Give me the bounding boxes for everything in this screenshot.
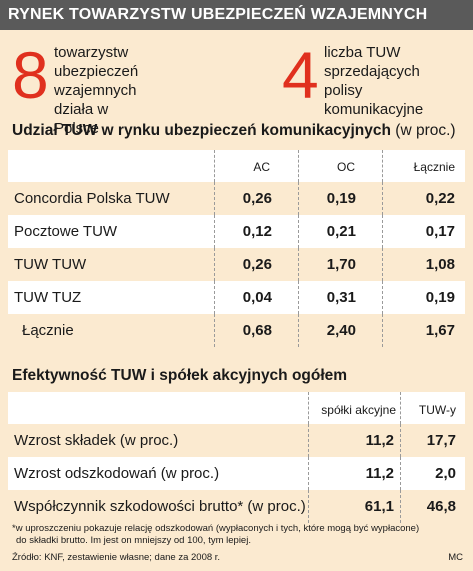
row-label: Concordia Polska TUW — [14, 190, 170, 207]
cell-value: 1,70 — [326, 256, 356, 273]
table-row: TUW TUZ 0,04 0,31 0,19 — [8, 281, 465, 314]
cell-value: 0,26 — [242, 190, 272, 207]
cell-value: 0,21 — [326, 223, 356, 240]
cell-value: 1,67 — [425, 322, 455, 339]
stat-description: towarzystw ubezpieczeń wzajemnych działa… — [54, 44, 139, 137]
stat-description: liczba TUW sprzedających polisy komunika… — [324, 44, 424, 118]
cell-value: 2,0 — [435, 465, 456, 482]
cell-value: 61,1 — [364, 498, 394, 515]
cell-value: 0,31 — [326, 289, 356, 306]
cell-value: 0,19 — [326, 190, 356, 207]
cell-value: 0,68 — [242, 322, 272, 339]
row-label: TUW TUZ — [14, 289, 82, 306]
table-row: Concordia Polska TUW 0,26 0,19 0,22 — [8, 182, 465, 215]
cell-value: 0,22 — [425, 190, 455, 207]
footnote: *w uproszczeniu pokazuje relację odszkod… — [12, 523, 420, 546]
row-label: Pocztowe TUW — [14, 223, 118, 240]
cell-value: 0,12 — [242, 223, 272, 240]
column-header-ac: AC — [253, 160, 270, 174]
row-label: Wzrost składek (w proc.) — [14, 432, 179, 449]
table1-title: Udział TUW w rynku ubezpieczeń komunikac… — [12, 122, 456, 139]
table2-header: spółki akcyjne TUW-y — [8, 392, 465, 424]
column-header-oc: OC — [337, 160, 355, 174]
stat-number: 8 — [12, 38, 49, 112]
cell-value: 11,2 — [365, 465, 394, 482]
cell-value: 0,04 — [242, 289, 272, 306]
column-header-joint-stock: spółki akcyjne — [321, 403, 396, 417]
column-header-tuw: TUW-y — [418, 403, 456, 417]
table-row: TUW TUW 0,26 1,70 1,08 — [8, 248, 465, 281]
page-title: RYNEK TOWARZYSTW UBEZPIECZEŃ WZAJEMNYCH — [8, 6, 428, 23]
table-row: Wzrost składek (w proc.) 11,2 17,7 — [8, 424, 465, 457]
title-bar: RYNEK TOWARZYSTW UBEZPIECZEŃ WZAJEMNYCH — [0, 0, 473, 30]
row-label: Współczynnik szkodowości brutto* (w proc… — [14, 498, 306, 515]
row-label: Łącznie — [22, 322, 74, 339]
cell-value: 11,2 — [365, 432, 394, 449]
cell-value: 0,17 — [425, 223, 455, 240]
table-row-total: Łącznie 0,68 2,40 1,67 — [8, 314, 465, 347]
table2-title: Efektywność TUW i spółek akcyjnych ogółe… — [12, 367, 348, 384]
author-credit: MC — [448, 552, 463, 563]
cell-value: 1,08 — [425, 256, 455, 273]
cell-value: 46,8 — [426, 498, 456, 515]
cell-value: 2,40 — [326, 322, 356, 339]
cell-value: 0,19 — [425, 289, 455, 306]
table-row: Wzrost odszkodowań (w proc.) 11,2 2,0 — [8, 457, 465, 490]
cell-value: 0,26 — [242, 256, 272, 273]
row-label: TUW TUW — [14, 256, 87, 273]
table-row: Współczynnik szkodowości brutto* (w proc… — [8, 490, 465, 523]
stat-number: 4 — [282, 38, 319, 112]
source-note: Źródło: KNF, zestawienie własne; dane za… — [12, 552, 221, 563]
table1-header: AC OC Łącznie — [8, 150, 465, 182]
row-label: Wzrost odszkodowań (w proc.) — [14, 465, 220, 482]
table-row: Pocztowe TUW 0,12 0,21 0,17 — [8, 215, 465, 248]
column-header-total: Łącznie — [413, 160, 455, 174]
cell-value: 17,7 — [426, 432, 456, 449]
